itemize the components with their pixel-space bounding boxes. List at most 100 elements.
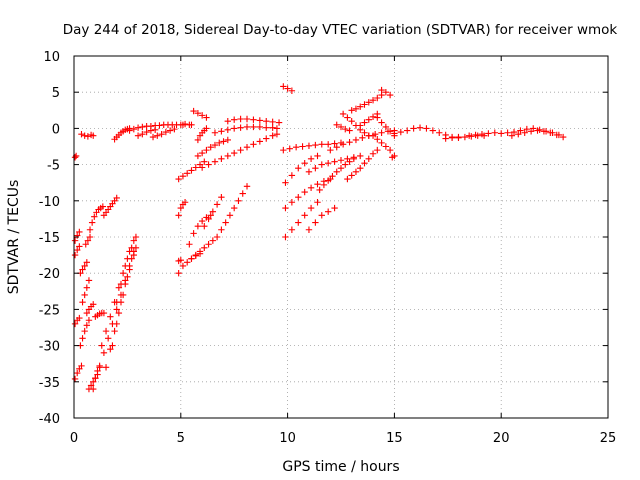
data-point: [333, 168, 340, 176]
data-point: [352, 168, 360, 176]
data-point: [256, 123, 264, 131]
series-arc-8: [77, 317, 93, 349]
data-point: [307, 204, 315, 212]
data-point: [314, 199, 321, 206]
data-point: [318, 212, 325, 219]
y-tick-label: -25: [39, 303, 60, 318]
data-point: [559, 133, 567, 141]
data-point: [553, 131, 560, 139]
data-point: [84, 237, 92, 244]
data-point: [205, 161, 212, 168]
data-point: [100, 349, 108, 357]
data-point: [491, 129, 498, 136]
data-point: [134, 132, 142, 139]
data-point: [71, 154, 79, 161]
data-point: [378, 139, 385, 147]
data-point: [224, 136, 231, 144]
x-tick-label: 10: [279, 431, 296, 446]
data-point: [85, 277, 93, 284]
data-point: [78, 130, 85, 138]
data-point: [224, 126, 231, 134]
data-point: [224, 117, 231, 125]
data-point: [295, 193, 302, 201]
data-point: [316, 186, 323, 194]
data-point: [224, 152, 231, 160]
data-point: [361, 129, 368, 136]
data-point: [348, 117, 355, 125]
data-point: [126, 248, 133, 255]
data-point: [198, 112, 206, 119]
data-point: [124, 273, 131, 281]
data-point: [243, 183, 251, 190]
data-point: [81, 132, 88, 139]
data-point: [342, 125, 349, 133]
x-tick-label: 20: [493, 431, 510, 446]
series-arc-48: [344, 146, 381, 183]
data-point: [177, 256, 184, 264]
data-point: [76, 314, 83, 322]
y-tick-label: -40: [39, 412, 60, 427]
series-arc-59: [442, 132, 488, 142]
series-arc-13: [86, 203, 107, 233]
data-point: [207, 144, 214, 151]
data-point: [76, 228, 83, 236]
data-point: [113, 298, 120, 306]
x-tick-label: 5: [177, 431, 185, 446]
data-point: [263, 135, 270, 142]
data-point: [301, 159, 308, 167]
data-point: [175, 270, 182, 277]
data-point: [382, 89, 390, 96]
series-arc-33: [190, 107, 210, 121]
data-point: [71, 320, 79, 328]
data-point: [299, 143, 306, 150]
data-point: [386, 146, 394, 154]
data-point: [295, 165, 302, 172]
data-point: [527, 128, 535, 135]
data-point: [391, 152, 398, 160]
data-point: [205, 241, 212, 248]
data-point: [378, 129, 385, 136]
series-arc-6: [71, 362, 85, 383]
data-point: [139, 123, 146, 131]
data-point: [188, 121, 195, 128]
series-arc-37: [201, 193, 225, 230]
data-point: [346, 127, 353, 134]
data-point: [269, 118, 276, 126]
data-point: [369, 113, 377, 121]
data-point: [231, 149, 238, 157]
data-point: [102, 327, 110, 335]
data-point: [128, 255, 135, 262]
data-point: [348, 172, 355, 179]
data-point: [235, 197, 242, 204]
series-arc-50: [333, 121, 353, 134]
data-point: [102, 364, 110, 371]
series-arc-7: [77, 259, 91, 277]
data-point: [74, 232, 81, 239]
data-point: [113, 306, 120, 313]
chart-title: Day 244 of 2018, Sidereal Day-to-day VTE…: [63, 22, 618, 38]
data-point: [90, 301, 97, 308]
data-point: [318, 161, 325, 168]
series-arc-36: [186, 212, 214, 248]
data-point: [534, 127, 541, 134]
data-point: [71, 251, 79, 259]
series-arc-4: [71, 243, 83, 259]
data-point: [175, 175, 182, 183]
data-point: [324, 141, 332, 148]
series-arc-27: [194, 125, 210, 144]
data-point: [86, 226, 94, 233]
data-point: [107, 313, 114, 320]
data-point: [361, 101, 368, 108]
data-point: [346, 138, 353, 146]
data-point: [237, 115, 244, 123]
series-arc-29: [198, 130, 281, 171]
series-arc-61: [508, 127, 567, 141]
data-point: [188, 255, 195, 262]
data-point: [79, 298, 86, 306]
data-point: [109, 342, 116, 349]
data-point: [288, 226, 296, 233]
series-arc-49: [327, 127, 398, 154]
data-point: [132, 244, 140, 252]
